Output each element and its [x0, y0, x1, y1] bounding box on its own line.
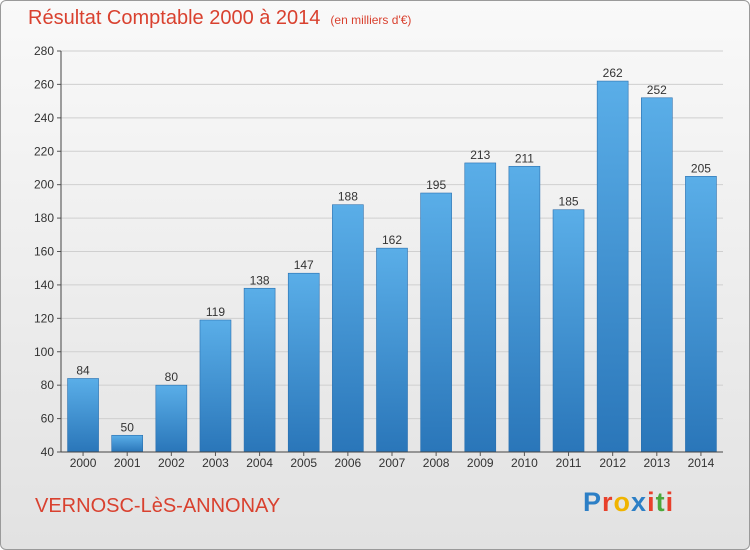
x-tick-label-2012: 2012	[599, 456, 626, 470]
y-tick-label: 280	[34, 44, 54, 58]
x-tick-label-2005: 2005	[290, 456, 317, 470]
x-tick-label-2001: 2001	[114, 456, 141, 470]
bar-2010	[508, 165, 541, 453]
x-tick-label-2007: 2007	[379, 456, 406, 470]
bar-2009	[464, 162, 497, 453]
logo-letter: x	[631, 487, 648, 517]
chart-title-text: Résultat Comptable 2000 à 2014	[28, 7, 321, 29]
x-tick-label-2013: 2013	[643, 456, 670, 470]
value-label-2001: 50	[121, 420, 135, 434]
bar-2012	[596, 80, 629, 453]
y-tick-label: 200	[34, 178, 54, 192]
value-label-2002: 80	[165, 370, 179, 384]
value-label-2014: 205	[691, 161, 711, 175]
value-label-2000: 84	[76, 363, 90, 377]
value-label-2010: 211	[515, 151, 534, 165]
x-tick-label-2011: 2011	[556, 456, 582, 470]
commune-name: VERNOSC-LèS-ANNONAY	[35, 495, 281, 517]
x-tick-label-2004: 2004	[246, 456, 273, 470]
bar-2011	[552, 209, 585, 453]
x-tick-label-2000: 2000	[70, 456, 97, 470]
value-label-2009: 213	[470, 148, 490, 162]
logo-letter: o	[613, 487, 632, 517]
value-label-2003: 119	[206, 305, 225, 319]
y-tick-label: 80	[41, 378, 55, 392]
x-tick-label-2009: 2009	[467, 456, 494, 470]
value-label-2013: 252	[647, 83, 667, 97]
logo-letter: P	[583, 487, 603, 517]
y-tick-label: 40	[41, 445, 55, 459]
y-tick-label: 240	[34, 111, 54, 125]
y-tick-label: 140	[34, 278, 54, 292]
chart-title: Résultat Comptable 2000 à 2014 (en millie…	[28, 7, 411, 30]
bar-2013	[640, 97, 673, 453]
bar-2000	[67, 378, 99, 453]
value-label-2008: 195	[426, 178, 446, 192]
bar-2002	[155, 384, 188, 453]
x-tick-label-2014: 2014	[688, 456, 715, 470]
value-label-2012: 262	[603, 66, 623, 80]
bar-2005	[287, 272, 320, 453]
bar-2001	[111, 434, 143, 453]
x-tick-label-2010: 2010	[511, 456, 538, 470]
logo-letter: i	[647, 487, 656, 517]
y-tick-label: 260	[34, 77, 54, 91]
logo-letter: r	[602, 487, 614, 517]
bar-2007	[376, 247, 408, 453]
y-tick-label: 60	[41, 412, 55, 426]
x-tick-label-2003: 2003	[202, 456, 229, 470]
y-tick-label: 100	[34, 345, 54, 359]
value-label-2007: 162	[382, 233, 402, 247]
x-tick-label-2006: 2006	[335, 456, 362, 470]
bar-2004	[243, 287, 276, 453]
x-tick-label-2002: 2002	[158, 456, 185, 470]
chart-unit: (en milliers d'€)	[330, 13, 412, 27]
y-tick-label: 160	[34, 245, 54, 259]
y-tick-label: 180	[34, 211, 54, 225]
y-tick-label: 120	[34, 311, 54, 325]
x-tick-label-2008: 2008	[423, 456, 450, 470]
y-tick-label: 220	[34, 144, 54, 158]
bar-2008	[420, 192, 452, 453]
value-label-2011: 185	[559, 195, 579, 209]
bar-2014	[685, 176, 717, 453]
logo-letter: t	[655, 487, 666, 517]
bar-2006	[332, 204, 364, 453]
logo-letter: i	[665, 487, 675, 517]
proxiti-logo: Proxiti	[583, 487, 674, 518]
value-label-2006: 188	[338, 190, 358, 204]
value-label-2005: 147	[294, 258, 314, 272]
value-label-2004: 138	[250, 273, 270, 287]
bar-2003	[199, 319, 232, 453]
